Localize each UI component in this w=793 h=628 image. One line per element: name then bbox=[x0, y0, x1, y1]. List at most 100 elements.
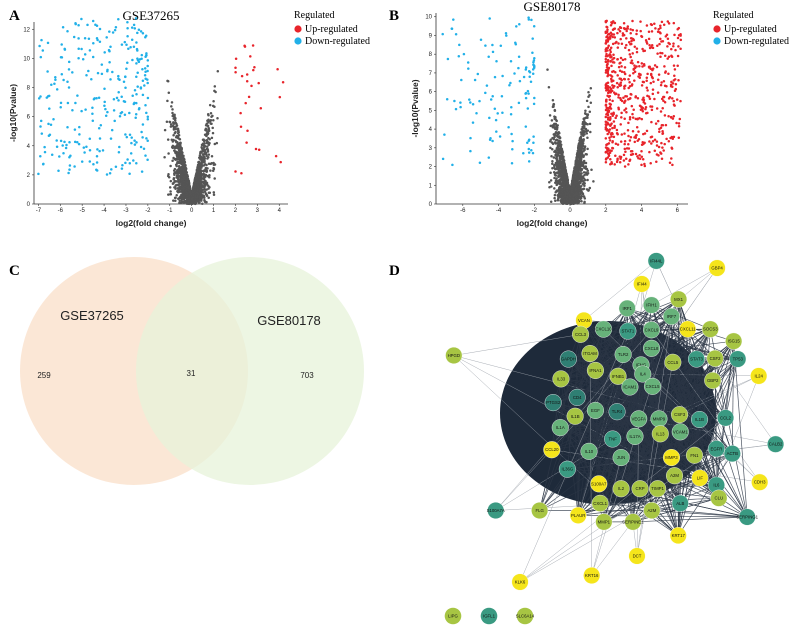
volcano1-point bbox=[213, 89, 216, 93]
volcano2-point bbox=[553, 115, 556, 118]
volcano1-point bbox=[186, 182, 189, 185]
volcano1-point bbox=[68, 141, 71, 144]
volcano1-point bbox=[105, 173, 109, 176]
volcano2-point bbox=[650, 75, 654, 79]
volcano2-point bbox=[580, 133, 583, 136]
volcano1-point bbox=[250, 84, 253, 88]
network-edge bbox=[560, 308, 628, 380]
volcano1-point bbox=[77, 47, 80, 50]
volcano2-point bbox=[458, 43, 461, 47]
volcano2-point bbox=[509, 81, 512, 85]
volcano2-point bbox=[557, 186, 561, 190]
volcano1-plot: -7 -6 -5 -4 -3 -2 -1 0 1 2 3 4024681012GSE37265log2… bbox=[8, 8, 370, 228]
volcano2-point bbox=[581, 122, 584, 126]
volcano2-point bbox=[672, 64, 676, 67]
volcano1-point bbox=[108, 30, 111, 33]
volcano2-point bbox=[663, 142, 666, 146]
volcano2-point bbox=[616, 58, 619, 61]
volcano2-point bbox=[549, 200, 553, 203]
volcano1-point bbox=[245, 73, 249, 76]
volcano1-point bbox=[174, 127, 178, 131]
volcano2-point bbox=[627, 143, 630, 146]
volcano2-point bbox=[613, 21, 617, 25]
volcano2-point bbox=[619, 155, 623, 159]
volcano1-point bbox=[133, 143, 137, 146]
volcano1-point bbox=[110, 168, 113, 171]
volcano1-legend-marker bbox=[294, 37, 302, 45]
volcano2-point bbox=[640, 149, 643, 153]
network-edge bbox=[553, 402, 636, 437]
volcano1-point bbox=[211, 126, 214, 130]
volcano2-point bbox=[564, 191, 568, 195]
volcano2-point bbox=[584, 109, 587, 113]
volcano1-point bbox=[67, 60, 71, 64]
volcano2-point bbox=[443, 133, 446, 136]
volcano2-point bbox=[586, 114, 589, 117]
volcano1-point bbox=[62, 78, 65, 82]
volcano1-point bbox=[180, 167, 183, 171]
volcano1-point bbox=[112, 109, 116, 112]
volcano2-point bbox=[628, 74, 632, 77]
volcano2-point bbox=[649, 72, 653, 76]
volcano2-point bbox=[605, 35, 609, 38]
volcano2-point bbox=[661, 51, 664, 55]
volcano2-point bbox=[611, 126, 614, 130]
volcano2-point bbox=[650, 135, 654, 138]
volcano2-point bbox=[607, 73, 610, 77]
volcano1-point bbox=[131, 58, 134, 62]
volcano2-point bbox=[489, 136, 492, 140]
volcano1-point bbox=[40, 132, 44, 135]
volcano2-point bbox=[617, 93, 620, 97]
volcano2-point bbox=[510, 105, 513, 109]
volcano2-point bbox=[608, 118, 612, 122]
volcano2-point bbox=[622, 21, 626, 25]
volcano2-point bbox=[583, 197, 587, 200]
volcano1-point bbox=[92, 41, 95, 45]
volcano2-y-tick-label: 2 bbox=[429, 165, 433, 171]
volcano2-point bbox=[645, 79, 648, 82]
volcano2-point bbox=[635, 50, 639, 54]
volcano2-point bbox=[657, 154, 660, 157]
volcano2-point bbox=[607, 32, 611, 36]
volcano1-point bbox=[126, 61, 129, 64]
volcano1-point bbox=[131, 94, 134, 98]
volcano2-point bbox=[510, 132, 513, 136]
volcano1-point bbox=[98, 40, 102, 44]
volcano2-point bbox=[617, 65, 621, 69]
volcano2-point bbox=[467, 67, 470, 70]
volcano1-point bbox=[138, 58, 142, 61]
volcano1-point bbox=[106, 110, 109, 114]
volcano1-point bbox=[201, 143, 205, 146]
volcano2-point bbox=[620, 116, 623, 119]
volcano1-point bbox=[114, 165, 118, 168]
volcano2-point bbox=[550, 185, 553, 188]
volcano1-point bbox=[125, 67, 128, 71]
volcano2-point bbox=[604, 108, 608, 112]
volcano1-point bbox=[57, 169, 60, 173]
volcano2-point bbox=[571, 197, 575, 201]
volcano1-point bbox=[257, 148, 261, 152]
volcano2-point bbox=[491, 50, 495, 54]
volcano1-point bbox=[173, 167, 177, 171]
volcano2-point bbox=[555, 167, 558, 171]
volcano2-point bbox=[585, 132, 589, 135]
volcano2-point bbox=[604, 126, 608, 129]
volcano2-point bbox=[614, 142, 618, 146]
volcano1-point bbox=[135, 141, 138, 144]
volcano1-point bbox=[169, 123, 173, 126]
volcano2-point bbox=[609, 158, 612, 161]
volcano2-point bbox=[636, 60, 640, 64]
volcano2-point bbox=[551, 99, 555, 102]
volcano2-point bbox=[676, 27, 679, 31]
volcano1-point bbox=[178, 141, 182, 145]
volcano1-point bbox=[80, 47, 83, 51]
volcano1-point bbox=[169, 125, 173, 128]
volcano2-point bbox=[558, 180, 562, 184]
volcano1-point bbox=[196, 188, 199, 192]
volcano2-point bbox=[549, 179, 553, 182]
volcano1-point bbox=[84, 108, 87, 111]
volcano2-point bbox=[670, 157, 673, 160]
volcano1-point bbox=[212, 193, 216, 196]
volcano1-point bbox=[168, 120, 171, 124]
volcano2-point bbox=[610, 160, 613, 164]
